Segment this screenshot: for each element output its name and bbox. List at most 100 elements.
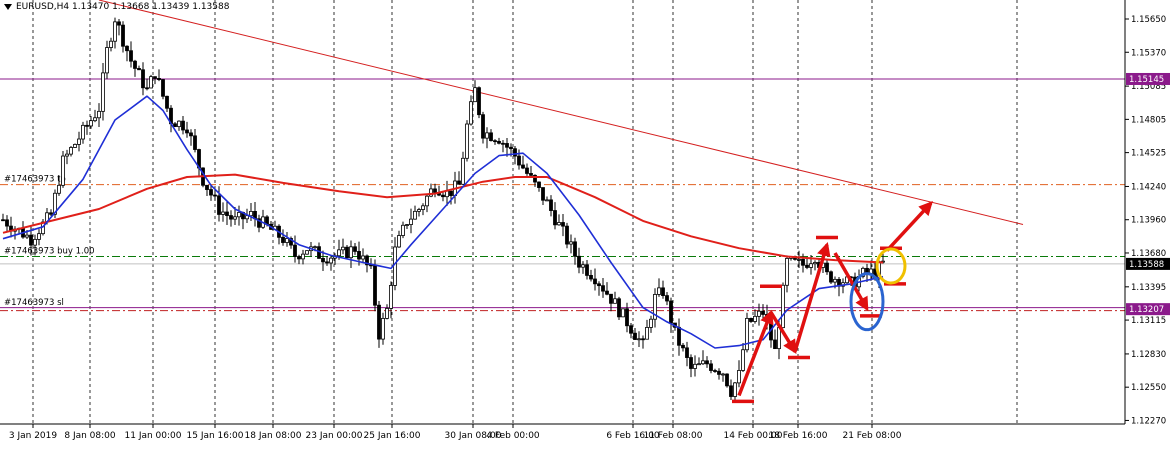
candle-body [213,194,217,197]
candle-body [85,124,89,127]
candle-body [629,325,633,334]
candle-body [249,210,253,217]
y-tick-label: 1.14525 [1131,149,1166,159]
candle-body [497,140,501,144]
candle-body [385,308,389,319]
candle-body [737,370,741,384]
candle-body [389,285,393,309]
candle-body [109,40,113,48]
candle-body [601,285,605,292]
candle-body [69,147,73,155]
candle-body [105,47,109,74]
candle-body [597,283,601,287]
y-tick-label: 1.15650 [1131,15,1166,25]
candle-body [681,344,685,349]
candle-body [361,255,365,260]
candle-body [377,304,381,340]
y-tick-label: 1.14240 [1131,182,1166,192]
candle-body [149,76,153,89]
candle-body [409,218,413,225]
candle-body [5,219,9,227]
order-level-label: #17463973 tp [4,175,66,185]
candle-body [397,235,401,248]
candle-body [337,249,341,257]
x-tick-label: 18 Feb 16:00 [768,431,827,441]
candle-body [633,332,637,340]
candle-body [549,199,553,211]
candle-body [705,360,709,365]
candle-body [701,360,705,365]
candle-body [521,164,525,169]
candle-body [625,308,629,327]
candle-body [153,76,157,79]
candle-body [145,87,149,90]
candle-body [205,184,209,190]
y-tick-label: 1.13680 [1131,249,1166,259]
x-tick-label: 11 Jan 00:00 [125,431,182,441]
candle-body [577,255,581,268]
candle-body [173,123,177,128]
candle-body [829,271,833,283]
candle-body [657,287,661,295]
order-level-label: #17463973 sl [4,298,64,308]
candle-body [665,295,669,302]
candle-body [113,21,117,42]
candle-body [137,68,141,71]
candle-body [493,140,497,143]
price-tag [1126,303,1170,316]
candle-body [57,184,61,194]
candle-body [301,253,305,260]
candle-body [181,120,185,131]
x-tick-label: 15 Jan 16:00 [187,431,244,441]
candle-body [593,278,597,285]
candle-body [281,236,285,243]
red-arrow-annotation [833,252,869,312]
y-tick-label: 1.14805 [1131,115,1166,125]
candle-body [733,382,737,397]
red-arrow-annotation [769,311,797,354]
candle-body [685,347,689,358]
candle-body [761,310,765,315]
candle-body [473,87,477,103]
candle-body [417,209,421,212]
candle-body [533,174,537,183]
candle-body [33,238,37,246]
candle-body [833,278,837,283]
candle-body [653,294,657,320]
candle-body [257,218,261,228]
fast-ma-line [2,95,884,349]
candle-body [161,79,165,97]
y-tick-label: 1.12550 [1131,383,1166,393]
y-tick-label: 1.15085 [1131,82,1166,92]
candle-body [1,219,5,222]
x-tick-label: 3 Jan 2019 [9,431,57,441]
y-tick-label: 1.13395 [1131,283,1166,293]
candle-body [697,363,701,366]
candle-body [129,50,133,62]
slow-ma-line [2,173,884,264]
candle-body [353,246,357,252]
candle-body [745,317,749,351]
candle-body [689,357,693,369]
symbol-label: EURUSD,H4 [16,2,70,12]
candle-body [53,192,57,215]
candle-body [801,258,805,266]
candle-body [861,267,865,277]
trendline [98,0,1024,225]
candle-body [729,385,733,397]
candle-body [177,120,181,128]
candle-body [285,238,289,243]
candle-body [585,264,589,276]
candle-body [641,338,645,341]
candle-body [725,373,729,387]
candle-body [565,225,569,245]
candle-body [621,308,625,318]
candle-body [429,188,433,197]
candle-body [81,124,85,140]
candle-body [445,190,449,198]
candle-body [49,212,53,215]
chart-menu-triangle-icon[interactable] [4,3,12,10]
candle-body [609,293,613,304]
candle-body [193,135,197,150]
candle-body [321,258,325,263]
